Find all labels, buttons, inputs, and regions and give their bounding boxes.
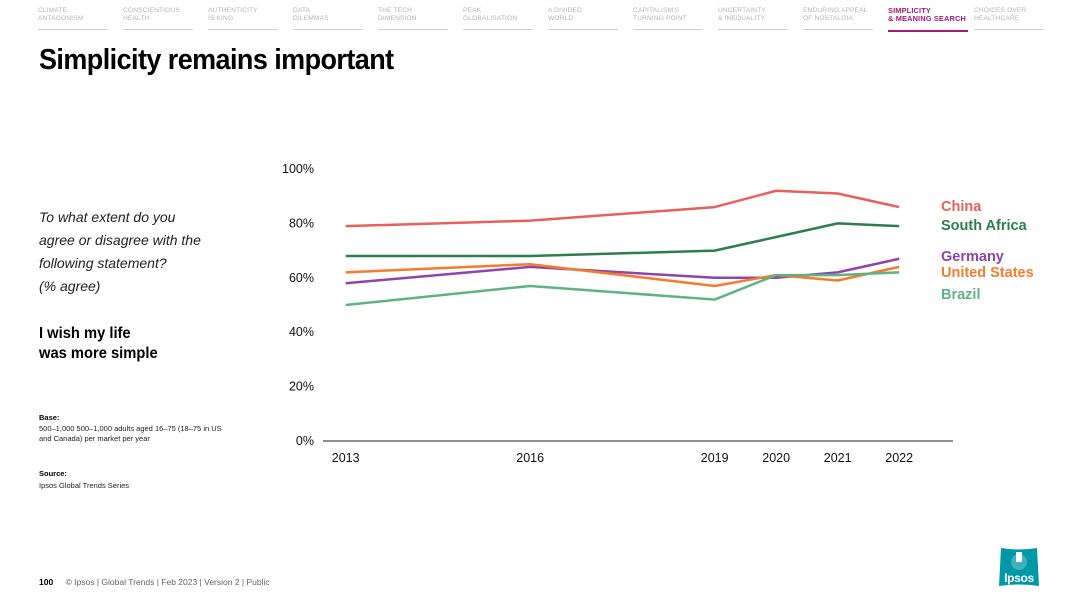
nav-tab-underline — [378, 29, 448, 30]
legend-label: United States — [941, 265, 1034, 281]
source-heading: Source: — [39, 469, 67, 478]
y-tick-label: 40% — [289, 325, 314, 339]
ipsos-logo: Ipsos — [997, 546, 1041, 588]
x-tick-label: 2019 — [701, 451, 729, 465]
nav-tab-1[interactable]: CONSCIENTIOUS HEALTH — [123, 7, 208, 32]
x-tick-label: 2021 — [824, 451, 852, 465]
legend-label: Germany — [941, 249, 1004, 265]
series-line-south-africa — [345, 222, 900, 258]
nav-tab-underline — [803, 29, 873, 30]
nav-tab-label: SIMPLICITY & MEANING SEARCH — [888, 6, 966, 23]
series-line-brazil — [345, 271, 900, 307]
nav-tab-label: CLIMATE ANTAGONISM — [38, 7, 84, 22]
nav-tab-4[interactable]: THE TECH DIMENSION — [378, 7, 463, 32]
footer-text: © Ipsos | Global Trends | Feb 2023 | Ver… — [65, 577, 270, 587]
y-tick-label: 20% — [289, 380, 314, 394]
nav-tab-underline — [633, 29, 703, 30]
nav-tab-label: THE TECH DIMENSION — [378, 7, 417, 22]
line-chart-svg: 0% 20% 40% 60% 80% 100% 2013 2016 2019 2020 2021 20… — [282, 162, 1034, 465]
legend-label: South Africa — [941, 218, 1028, 234]
nav-tab-underline — [123, 29, 193, 30]
nav-tab-5[interactable]: PEAK GLOBALISATION — [463, 7, 548, 32]
nav-tab-label: AUTHENTICITY IS KING — [208, 7, 258, 22]
nav-tab-2[interactable]: AUTHENTICITY IS KING — [208, 7, 293, 32]
source-text: Ipsos Global Trends Series — [39, 481, 130, 490]
nav-tab-label: CAPITALISM'S TURNING POINT — [633, 7, 687, 22]
nav-tab-10[interactable]: SIMPLICITY & MEANING SEARCH — [888, 7, 974, 32]
nav-tab-6[interactable]: A DIVIDED WORLD — [548, 7, 633, 32]
footer: 100 © Ipsos | Global Trends | Feb 2023 |… — [39, 577, 270, 587]
nav-tab-3[interactable]: DATA DILEMMAS — [293, 7, 378, 32]
y-tick-label: 0% — [296, 434, 314, 448]
nav-tab-underline — [38, 29, 108, 30]
nav-tab-underline — [718, 29, 788, 30]
survey-statement: I wish my life was more simple — [39, 325, 158, 362]
y-tick-label: 60% — [289, 271, 314, 285]
nav-tab-label: UNCERTAINTY & INEQUALITY — [718, 7, 766, 22]
nav-tab-underline — [463, 29, 533, 30]
base-heading: Base: — [39, 413, 60, 422]
nav-tab-label: A DIVIDED WORLD — [548, 7, 582, 22]
nav-tab-underline — [208, 29, 278, 30]
nav-tab-label: PEAK GLOBALISATION — [463, 7, 518, 22]
nav-tab-9[interactable]: ENDURING APPEAL OF NOSTALGIA — [803, 7, 888, 32]
nav-tab-label: DATA DILEMMAS — [293, 7, 329, 22]
nav-tab-underline — [293, 29, 363, 30]
series-line-germany — [345, 257, 900, 285]
line-chart: 0% 20% 40% 60% 80% 100% 2013 2016 2019 2020 2021 20… — [270, 150, 1060, 470]
x-tick-label: 2013 — [332, 451, 360, 465]
survey-question: To what extent do you agree or disagree … — [39, 209, 201, 294]
y-tick-label: 100% — [282, 162, 314, 176]
page-number: 100 — [39, 577, 54, 587]
y-tick-label: 80% — [289, 216, 314, 230]
nav-tab-7[interactable]: CAPITALISM'S TURNING POINT — [633, 7, 718, 32]
logo-text: Ipsos — [1004, 571, 1034, 585]
series-line-china — [345, 189, 900, 228]
x-tick-label: 2020 — [762, 451, 790, 465]
base-text: 500–1,000 500–1,000 adults aged 16–75 (1… — [39, 424, 222, 443]
legend-label: Brazil — [941, 287, 981, 303]
series-line-united-states — [345, 262, 900, 288]
page-title: Simplicity remains important — [39, 44, 394, 76]
section-nav: CLIMATE ANTAGONISM CONSCIENTIOUS HEALTH AU… — [38, 7, 1064, 32]
legend-label: China — [941, 199, 982, 215]
nav-tab-0[interactable]: CLIMATE ANTAGONISM — [38, 7, 123, 32]
nav-tab-label: ENDURING APPEAL OF NOSTALGIA — [803, 7, 868, 22]
x-tick-label: 2022 — [885, 451, 913, 465]
x-tick-label: 2016 — [516, 451, 544, 465]
nav-tab-8[interactable]: UNCERTAINTY & INEQUALITY — [718, 7, 803, 32]
nav-tab-underline — [548, 29, 618, 30]
nav-tab-underline — [888, 30, 968, 32]
nav-tab-11[interactable]: CHOICES OVER HEALTHCARE — [974, 7, 1059, 32]
nav-tab-label: CONSCIENTIOUS HEALTH — [123, 7, 180, 22]
ipsos-logo-shape — [999, 548, 1039, 586]
nav-tab-underline — [974, 29, 1044, 30]
nav-tab-label: CHOICES OVER HEALTHCARE — [974, 7, 1027, 22]
